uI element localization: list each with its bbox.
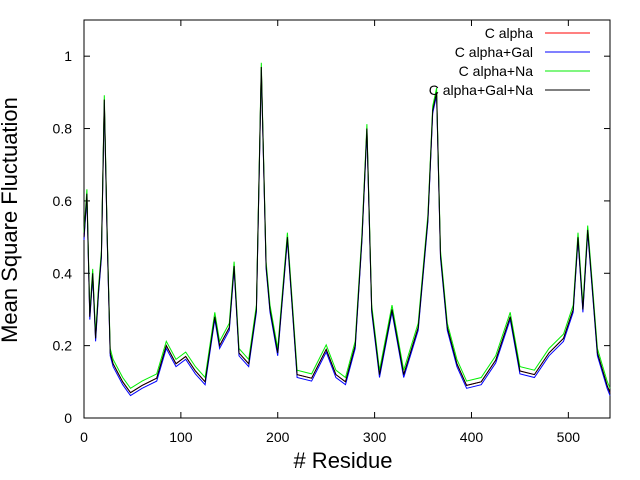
series-line-1 [83, 69, 611, 397]
legend-label: C alpha+Na [459, 63, 534, 79]
series-line-0 [83, 66, 611, 394]
legend-label: C alpha+Gal+Na [429, 82, 534, 98]
x-axis-label: # Residue [293, 448, 392, 473]
plot-frame [83, 19, 611, 419]
y-tick-label: 0.6 [53, 193, 73, 209]
series-line-3 [83, 66, 611, 394]
y-axis-label: Mean Square Fluctuation [0, 97, 22, 343]
y-tick-label: 0.4 [53, 265, 73, 281]
legend: C alpha C alpha+Gal C alpha+Na C alpha+Gal+… [429, 25, 590, 98]
x-tick-label: 100 [169, 429, 193, 445]
x-tick-label: 0 [80, 429, 88, 445]
series-line-2 [83, 62, 611, 389]
y-tick-label: 0.8 [53, 121, 73, 137]
series-lines [83, 62, 611, 397]
y-tick-label: 1 [64, 48, 72, 64]
legend-label: C alpha [485, 25, 533, 41]
legend-label: C alpha+Gal [455, 44, 533, 60]
y-tick-label: 0 [64, 410, 72, 426]
x-tick-label: 200 [266, 429, 290, 445]
axis-ticks: 0 100 200 300 400 500 0 0.2 0.4 0.6 0.8 1 [53, 20, 610, 445]
x-tick-label: 300 [363, 429, 387, 445]
x-tick-label: 500 [557, 429, 581, 445]
x-tick-label: 400 [460, 429, 484, 445]
y-tick-label: 0.2 [53, 338, 73, 354]
